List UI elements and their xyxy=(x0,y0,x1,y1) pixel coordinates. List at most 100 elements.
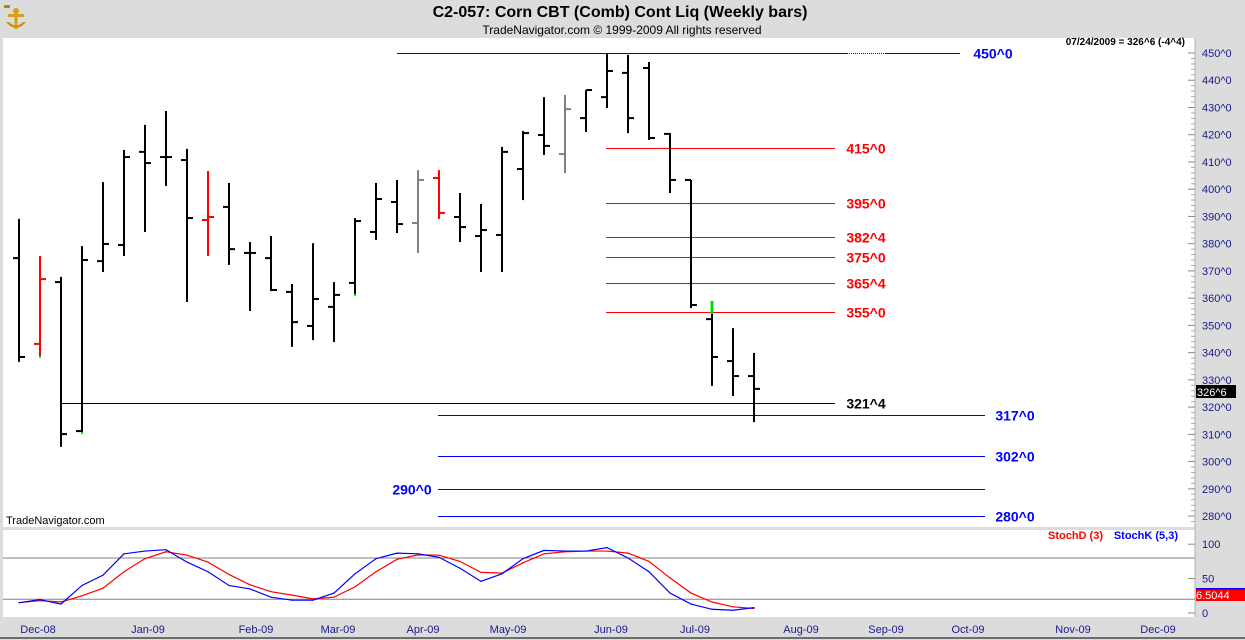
x-tick-label: Jan-09 xyxy=(131,624,165,636)
stoch-point xyxy=(228,584,230,587)
level-label: 365^4 xyxy=(846,276,886,292)
ohlc-bar xyxy=(349,218,361,296)
stoch-point xyxy=(18,602,20,604)
stoch-point xyxy=(186,554,188,556)
last-quote: 07/24/2009 = 326^6 (-4^4) xyxy=(1066,37,1185,48)
ohlc-bar xyxy=(55,276,67,447)
ohlc-bar xyxy=(265,236,277,292)
stoch-point xyxy=(417,553,419,555)
x-tick-label: Oct-09 xyxy=(951,624,984,636)
ohlc-bar xyxy=(727,328,739,396)
x-tick-label: Apr-09 xyxy=(406,624,439,636)
stoch-point xyxy=(375,571,377,573)
level-label: 317^0 xyxy=(995,408,1035,424)
stoch-point xyxy=(438,556,440,558)
stoch-y-tick-label: 100 xyxy=(1202,539,1220,551)
stoch-point xyxy=(312,598,314,600)
stoch-point xyxy=(249,588,251,590)
stoch-point xyxy=(438,554,440,556)
stoch-point xyxy=(207,571,209,573)
ohlc-bar xyxy=(538,97,550,155)
legend-stochk: StochK (5,3) xyxy=(1114,530,1179,542)
bar-highlight xyxy=(39,355,41,358)
bar-highlight xyxy=(354,293,356,296)
watermark: TradeNavigator.com xyxy=(6,515,105,527)
stochastic-lines xyxy=(18,547,755,611)
stoch-point xyxy=(396,558,398,560)
stochastic-panel xyxy=(3,530,1195,617)
x-tick-label: Aug-09 xyxy=(783,624,818,636)
price-panel xyxy=(3,38,1195,527)
current-price-marker xyxy=(1196,385,1236,398)
stoch-point xyxy=(543,549,545,551)
ohlc-bar xyxy=(496,146,508,273)
stoch-point xyxy=(669,592,671,594)
stoch-point xyxy=(39,600,41,602)
stoch-point xyxy=(459,567,461,569)
ohlc-bar xyxy=(622,54,634,134)
stoch-point xyxy=(417,554,419,556)
x-tick-label: Jun-09 xyxy=(594,624,628,636)
stoch-point xyxy=(102,587,104,589)
x-tick-label: Nov-09 xyxy=(1055,624,1090,636)
stoch-point xyxy=(39,598,41,601)
stoch-point xyxy=(270,591,272,593)
ohlc-bar xyxy=(202,170,214,256)
ohlc-bar xyxy=(664,132,676,194)
stoch-point xyxy=(354,586,356,588)
stoch-point xyxy=(165,551,167,553)
ohlc-bar xyxy=(139,124,151,232)
ohlc-bar xyxy=(601,54,613,109)
stoch-y-tick-label: 0 xyxy=(1202,608,1208,620)
ohlc-bar xyxy=(97,182,109,273)
x-tick-label: Dec-08 xyxy=(20,624,55,636)
ohlc-bar xyxy=(181,148,193,302)
stoch-point xyxy=(564,550,566,552)
y-tick-label: 320^0 xyxy=(1202,402,1232,414)
y-tick-label: 430^0 xyxy=(1202,102,1232,114)
ohlc-bar xyxy=(76,246,88,434)
ohlc-bar xyxy=(307,243,319,341)
ohlc-bar xyxy=(685,178,697,308)
level-label: 280^0 xyxy=(995,509,1035,525)
level-lines: 450^0 415^0 395^0 382^4 375^0 365^4 355^0 321^4… xyxy=(3,46,1195,600)
stoch-point xyxy=(81,584,83,587)
stoch-point xyxy=(312,599,314,601)
ohlc-bar xyxy=(391,179,403,234)
stoch-point xyxy=(648,560,650,563)
stoch-point xyxy=(648,571,650,573)
stoch-point xyxy=(501,573,503,575)
stoch-point xyxy=(669,577,671,579)
stoch-point xyxy=(753,607,755,609)
stoch-point xyxy=(459,560,461,563)
y-tick-label: 370^0 xyxy=(1202,266,1232,278)
stoch-point xyxy=(354,573,356,575)
stoch-point xyxy=(732,609,734,611)
stoch-point xyxy=(207,561,209,563)
y-tick-label: 340^0 xyxy=(1202,348,1232,360)
stoch-point xyxy=(144,550,146,552)
stoch-point xyxy=(543,553,545,555)
level-label: 321^4 xyxy=(846,396,886,412)
date-axis: Dec-08 Jan-09 Feb-09 Mar-09 Apr-09 May-09 Jun-… xyxy=(20,624,1175,636)
level-label: 450^0 xyxy=(973,46,1013,62)
y-tick-label: 450^0 xyxy=(1202,48,1232,60)
y-tick-label: 390^0 xyxy=(1202,211,1232,223)
price-axis: 450^0 440^0 430^0 420^0 410^0 400^0 390^0 380^0… xyxy=(1188,48,1232,620)
ohlc-bar xyxy=(370,182,382,240)
stoch-point xyxy=(291,599,293,601)
ohlc-bar xyxy=(118,149,130,256)
stoch-point xyxy=(480,580,482,582)
legend-stochd: StochD (3) xyxy=(1048,530,1103,542)
ohlc-bar xyxy=(643,61,655,140)
chart-title: C2-057: Corn CBT (Comb) Cont Liq (Weekly… xyxy=(433,4,808,21)
current-stoch-marker-edge xyxy=(1196,588,1245,590)
x-tick-label: Mar-09 xyxy=(321,624,356,636)
x-tick-label: Dec-09 xyxy=(1140,624,1175,636)
ohlc-bar xyxy=(13,218,25,362)
stoch-point xyxy=(144,558,146,560)
stoch-point xyxy=(627,557,629,559)
ohlc-bar xyxy=(517,130,529,201)
current-price-label: 326^6 xyxy=(1197,387,1227,399)
y-tick-label: 300^0 xyxy=(1202,457,1232,469)
